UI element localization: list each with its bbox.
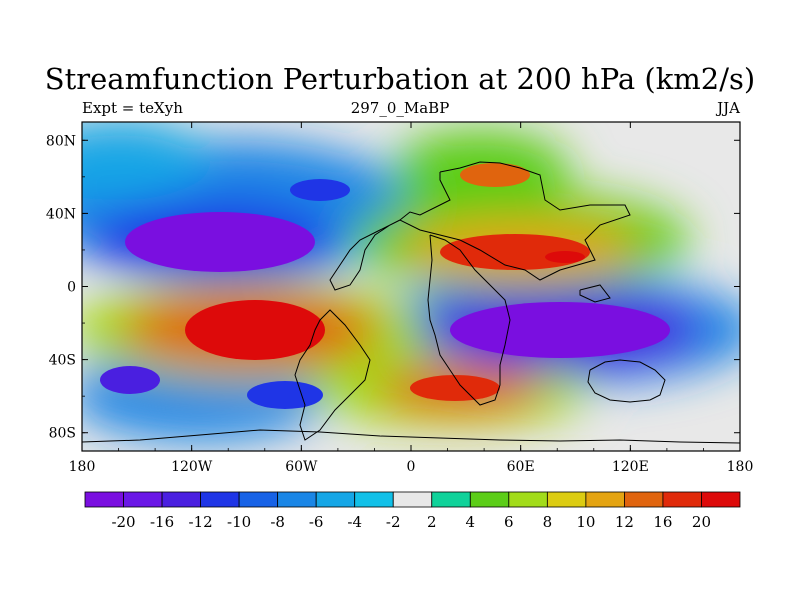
core-neg-s-pacific [247,381,323,409]
x-tick-label: 60W [285,459,318,475]
colorbar-swatch [161,491,201,508]
x-tick-label: 180 [69,459,96,475]
colorbar-label: -6 [309,513,324,531]
core-pos-arctic [460,163,530,187]
colorbar-swatch [354,491,394,508]
core-neg-north-small [290,179,350,201]
core-pos-south-atlantic [410,375,500,401]
colorbar-swatch [469,491,510,508]
y-tick-label: 40S [49,353,76,369]
colorbar-swatch [624,491,664,508]
colorbar-label: 4 [466,513,476,531]
colorbar-label: 16 [653,513,672,531]
colorbar-swatch [315,491,356,508]
colorbar-swatch [200,491,240,508]
coastline-south-america [294,309,371,441]
colorbar-swatch [392,491,433,508]
core-pos-asia-max [545,251,585,263]
colorbar-label: 20 [692,513,711,531]
colorbar-swatch [546,491,587,508]
colorbar-label: -16 [150,513,174,531]
x-tick-label: 120W [171,459,213,475]
y-tick-label: 40N [46,206,76,222]
colorbar-label: -2 [386,513,401,531]
x-tick-label: 60E [507,459,535,475]
coastline-antarctica [82,429,740,444]
chart-title: Streamfunction Perturbation at 200 hPa (… [44,62,756,96]
colorbar-swatch [508,491,548,508]
colorbar-label: -20 [111,513,135,531]
colorbar-label: -12 [189,513,213,531]
y-tick-label: 80N [46,133,76,149]
coastline-africa [427,234,511,406]
experiment-label: Expt = teXyh [82,99,183,117]
season-label: JJA [717,99,740,117]
core-neg-north-pacific [125,212,315,272]
coastlines [82,161,740,444]
colorbar-swatch [84,491,124,508]
colorbar-swatch [701,491,741,508]
colorbar-swatch [431,491,471,508]
x-tick-label: 180 [727,459,754,475]
colorbar-label: 8 [543,513,553,531]
x-tick-label: 0 [407,459,416,475]
x-axis: 180 120W 60W 0 60E 120E 180 [69,122,754,475]
coastline-indonesia [579,284,611,303]
y-tick-label: 80S [49,426,76,442]
colorbar-label: -4 [347,513,362,531]
colorbar-label: 10 [576,513,595,531]
colorbar-swatch [662,491,702,508]
coastline-australia [587,359,666,403]
core-pos-south-pacific [185,300,325,360]
core-neg-south-indian [450,302,670,358]
colorbar-swatch [123,491,163,508]
colorbar-label: 12 [615,513,634,531]
colorbar-label: -10 [227,513,251,531]
x-tick-label: 120E [612,459,649,475]
y-axis: 80N 40N 0 40S 80S [46,133,740,442]
colorbar-swatch [238,491,279,508]
colorbar-label: 2 [427,513,437,531]
core-neg-sw-pacific [100,366,160,394]
colorbar-label: -8 [270,513,285,531]
y-tick-label: 0 [67,280,76,296]
colorbar-swatch [585,491,625,508]
coastline-eurasia [329,161,631,291]
colorbar-swatch [277,491,317,508]
case-label: 297_0_MaBP [350,99,450,117]
band-neg-north-west [82,122,210,200]
colorbar-label: 6 [504,513,514,531]
colorbar: -20 -16 -12 -10 -8 -6 -4 -2 2 4 6 8 10 12 16 20 [84,491,741,531]
